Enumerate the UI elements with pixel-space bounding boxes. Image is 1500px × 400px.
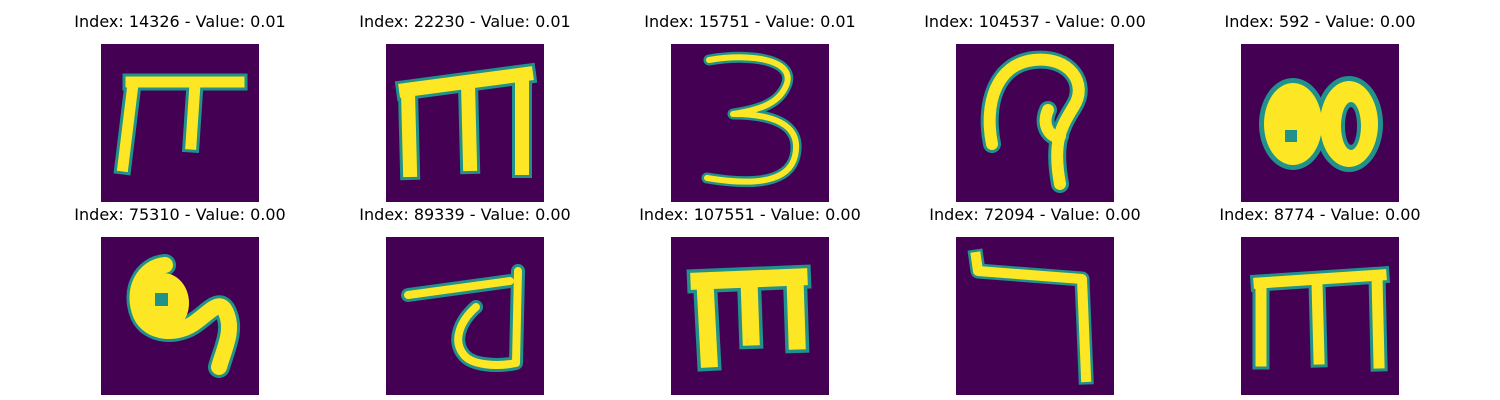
image-panel-5: Index: 592 - Value: 0.00 [1200, 10, 1440, 202]
glyph-image [671, 237, 829, 395]
glyph-image [671, 44, 829, 202]
panel-title: Index: 8774 - Value: 0.00 [1219, 205, 1421, 224]
glyph-image [101, 44, 259, 202]
image-panel-1: Index: 14326 - Value: 0.01 [60, 10, 300, 202]
panel-title: Index: 107551 - Value: 0.00 [639, 205, 861, 224]
image-panel-7: Index: 89339 - Value: 0.00 [345, 203, 585, 395]
glyph-drawing [1259, 76, 1383, 172]
panel-title: Index: 75310 - Value: 0.00 [74, 205, 286, 224]
glyph-drawing [686, 264, 812, 372]
glyph-drawing [967, 248, 1094, 385]
image-panel-9: Index: 72094 - Value: 0.00 [915, 203, 1155, 395]
glyph-image [1241, 237, 1399, 395]
glyph-drawing [126, 254, 241, 378]
glyph-image [956, 44, 1114, 202]
glyph-image [386, 44, 544, 202]
glyph-image [956, 237, 1114, 395]
panel-title: Index: 22230 - Value: 0.01 [359, 12, 571, 31]
glyph-drawing [701, 51, 802, 188]
glyph-drawing [980, 50, 1088, 193]
panel-title: Index: 89339 - Value: 0.00 [359, 205, 571, 224]
glyph-image [1241, 44, 1399, 202]
panel-title: Index: 14326 - Value: 0.01 [74, 12, 286, 31]
glyph-drawing [1249, 265, 1391, 372]
panel-title: Index: 15751 - Value: 0.01 [644, 12, 856, 31]
panel-title: Index: 592 - Value: 0.00 [1224, 12, 1416, 31]
image-panel-10: Index: 8774 - Value: 0.00 [1200, 203, 1440, 395]
glyph-image [101, 237, 259, 395]
image-panel-8: Index: 107551 - Value: 0.00 [630, 203, 870, 395]
image-panel-4: Index: 104537 - Value: 0.00 [915, 10, 1155, 202]
glyph-drawing [401, 264, 525, 372]
image-panel-3: Index: 15751 - Value: 0.01 [630, 10, 870, 202]
panel-title: Index: 104537 - Value: 0.00 [924, 12, 1146, 31]
panel-title: Index: 72094 - Value: 0.00 [929, 205, 1141, 224]
glyph-drawing [394, 62, 538, 181]
glyph-drawing [113, 73, 248, 176]
image-panel-2: Index: 22230 - Value: 0.01 [345, 10, 585, 202]
image-panel-6: Index: 75310 - Value: 0.00 [60, 203, 300, 395]
glyph-image [386, 237, 544, 395]
